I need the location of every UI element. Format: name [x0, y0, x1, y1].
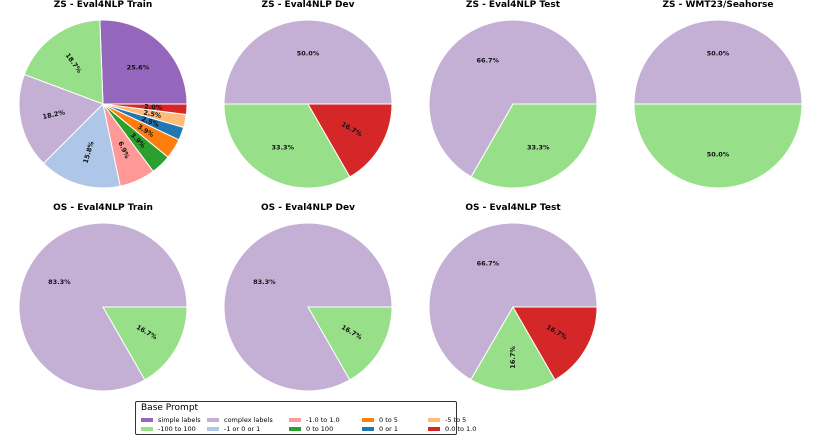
- legend-item-0-to-5: 0 to 5: [362, 416, 398, 424]
- legend: Base Prompt simple labels -100 to 100 comp…: [135, 401, 476, 435]
- slice-label: 16.7%: [509, 346, 517, 369]
- legend-item-1-or-0-or-1: -1 or 0 or 1: [207, 425, 260, 433]
- slice-label: 2.5%: [143, 108, 163, 120]
- legend-swatch: [289, 418, 301, 422]
- legend-item-complex-labels: complex labels: [207, 416, 273, 424]
- legend-item-0-or-1: 0 or 1: [362, 425, 398, 433]
- pie-slice-0-0-to-1-0: [102, 103, 188, 116]
- chart-title: ZS - Eval4NLP Train: [54, 0, 153, 10]
- slice-label: 50.0%: [707, 50, 730, 58]
- slice-label: 83.3%: [253, 278, 276, 286]
- pie-slice-complex-labels: [223, 19, 393, 105]
- pie-slice-complex-labels: [428, 222, 598, 381]
- chart-title: OS - Eval4NLP Train: [53, 203, 153, 213]
- pie-slice-complex-labels: [18, 73, 104, 165]
- slice-label: 50.0%: [297, 50, 320, 58]
- pie-slice-0-0-to-1-0: [512, 306, 598, 381]
- pie-slice-100-to-100: [470, 103, 598, 189]
- pie-slice-100-to-100: [307, 306, 393, 381]
- slice-label: 66.7%: [477, 259, 500, 267]
- legend-title: Base Prompt: [141, 403, 199, 413]
- pie-slice-simple-labels: [99, 19, 188, 105]
- legend-label: 0 to 100: [306, 425, 334, 433]
- legend-swatch: [207, 418, 219, 422]
- legend-label: 0 or 1: [379, 425, 399, 433]
- legend-label: 0.0 to 1.0: [445, 425, 477, 433]
- pie-slice-100-to-100: [633, 103, 803, 189]
- chart-title: ZS - Eval4NLP Test: [466, 0, 561, 10]
- legend-label: -1 or 0 or 1: [224, 425, 261, 433]
- legend-swatch: [428, 427, 440, 431]
- pie-slice-100-to-100: [23, 19, 104, 105]
- slice-label: 25.6%: [127, 64, 150, 72]
- legend-item-5-to-5: -5 to 5: [428, 416, 466, 424]
- legend-swatch: [141, 427, 153, 431]
- slice-label: 83.3%: [48, 278, 71, 286]
- legend-label: -100 to 100: [158, 425, 196, 433]
- chart-title: OS - Eval4NLP Dev: [261, 203, 355, 213]
- chart-title: ZS - Eval4NLP Dev: [262, 0, 355, 10]
- legend-label: complex labels: [224, 416, 273, 424]
- pie-slice-0-0-to-1-0: [307, 103, 393, 178]
- legend-swatch: [207, 427, 219, 431]
- slice-label: 33.3%: [527, 144, 550, 152]
- chart-title: ZS - WMT23/Seahorse: [663, 0, 774, 10]
- legend-swatch: [141, 418, 153, 422]
- pie-zs-wmt23-seahorse: ZS - WMT23/Seahorse 50.0% 50.0%: [633, 0, 803, 189]
- chart-title: OS - Eval4NLP Test: [465, 203, 561, 213]
- legend-swatch: [362, 427, 374, 431]
- legend-item-0-0-to-1-0: 0.0 to 1.0: [428, 425, 476, 433]
- pie-slice-100-to-100: [102, 306, 188, 381]
- legend-label: simple labels: [158, 416, 201, 424]
- slice-label: 50.0%: [707, 150, 730, 158]
- pie-slice-100-to-100: [223, 103, 351, 189]
- legend-item-1-0-to-1-0: -1.0 to 1.0: [289, 416, 340, 424]
- legend-swatch: [428, 418, 440, 422]
- pie-zs-eval4nlp-test: ZS - Eval4NLP Test 66.7% 33.3%: [428, 0, 598, 189]
- legend-item-simple-labels: simple labels: [141, 416, 201, 424]
- legend-label: 0 to 5: [379, 416, 398, 424]
- legend-swatch: [362, 418, 374, 422]
- legend-label: -1.0 to 1.0: [306, 416, 340, 424]
- slice-label: 2.0%: [144, 103, 163, 112]
- legend-item-100-to-100: -100 to 100: [141, 425, 196, 433]
- legend-swatch: [289, 427, 301, 431]
- legend-item-0-to-100: 0 to 100: [289, 425, 333, 433]
- pie-slice-1-or-0-or-1: [42, 102, 121, 189]
- pie-slice-complex-labels: [428, 19, 598, 178]
- pie-slice-complex-labels: [633, 19, 803, 105]
- slice-label: 66.7%: [476, 56, 499, 64]
- legend-label: -5 to 5: [445, 416, 467, 424]
- slice-label: 33.3%: [271, 144, 294, 152]
- pie-slice-100-to-100: [470, 306, 556, 392]
